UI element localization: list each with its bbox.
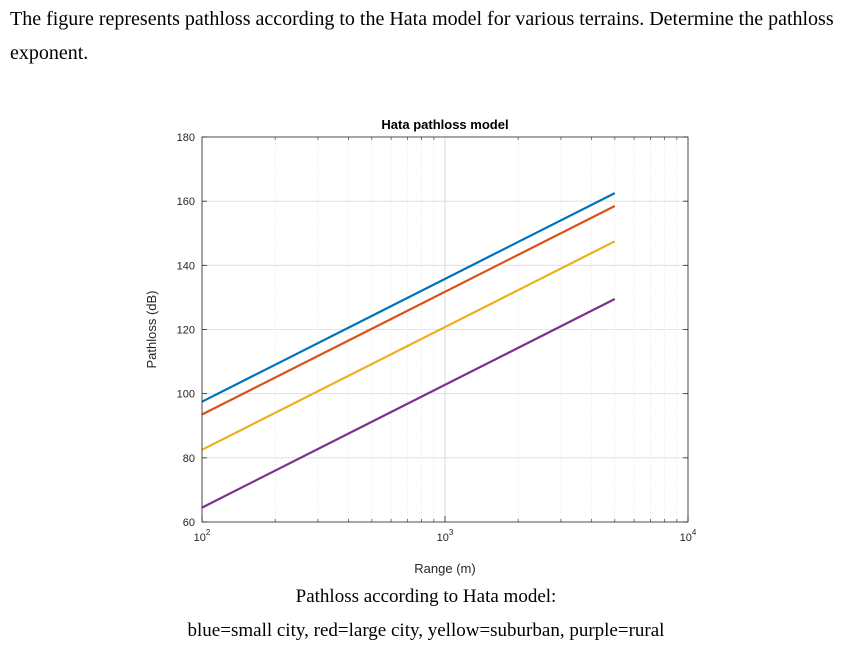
figure-caption-line1: Pathloss according to Hata model:	[295, 586, 557, 607]
x-tick-label: 103	[437, 528, 454, 544]
series-lines	[201, 192, 616, 509]
series-line-1	[201, 192, 616, 403]
question-text: The figure represents pathloss according…	[10, 8, 834, 64]
figure-caption-line2: blue=small city, red=large city, yellow=…	[187, 620, 665, 641]
grid-lines	[201, 136, 689, 523]
y-tick-label: 80	[183, 453, 195, 465]
series-line-3	[201, 240, 616, 451]
axis-ticks: 102 103 104 60 80 100 120 140 160 180	[177, 132, 697, 544]
x-axis-label: Range (m)	[414, 561, 475, 576]
y-tick-label: 180	[177, 132, 195, 144]
x-tick-label: 102	[194, 528, 211, 544]
y-tick-label: 120	[177, 325, 195, 337]
series-line-4	[201, 298, 616, 509]
series-line-2	[201, 205, 616, 416]
chart-title: Hata pathloss model	[381, 117, 508, 132]
y-tick-label: 140	[177, 260, 195, 272]
y-axis-label: Pathloss (dB)	[144, 290, 159, 368]
y-tick-label: 160	[177, 196, 195, 208]
y-tick-label: 100	[177, 389, 195, 401]
y-tick-label: 60	[183, 517, 195, 529]
x-tick-label: 104	[680, 528, 697, 544]
